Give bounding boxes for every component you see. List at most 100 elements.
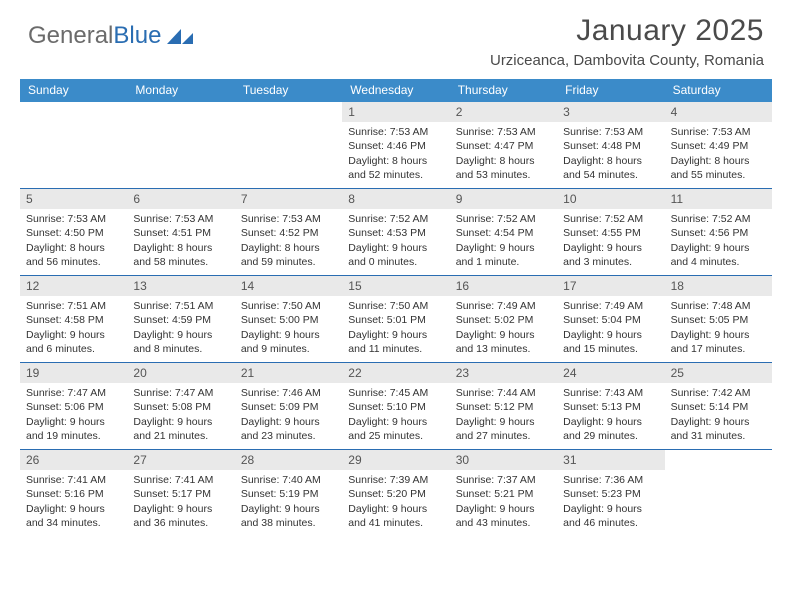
calendar-cell: . — [235, 102, 342, 188]
sunset-line: Sunset: 5:19 PM — [241, 487, 336, 501]
sunset-line: Sunset: 5:05 PM — [671, 313, 766, 327]
day-number: 10 — [557, 189, 664, 209]
weekday-label: Wednesday — [342, 79, 449, 102]
calendar-cell: 18Sunrise: 7:48 AMSunset: 5:05 PMDayligh… — [665, 276, 772, 362]
day-number: 30 — [450, 450, 557, 470]
sunset-line: Sunset: 5:08 PM — [133, 400, 228, 414]
calendar-cell: 10Sunrise: 7:52 AMSunset: 4:55 PMDayligh… — [557, 189, 664, 275]
weekday-label: Monday — [127, 79, 234, 102]
sunrise-line: Sunrise: 7:36 AM — [563, 473, 658, 487]
sunrise-line: Sunrise: 7:45 AM — [348, 386, 443, 400]
calendar-cell: 9Sunrise: 7:52 AMSunset: 4:54 PMDaylight… — [450, 189, 557, 275]
sunset-line: Sunset: 4:56 PM — [671, 226, 766, 240]
daylight-line: Daylight: 9 hours and 3 minutes. — [563, 241, 658, 269]
sunrise-line: Sunrise: 7:53 AM — [348, 125, 443, 139]
sunrise-line: Sunrise: 7:51 AM — [133, 299, 228, 313]
day-number: 14 — [235, 276, 342, 296]
calendar-cell: 20Sunrise: 7:47 AMSunset: 5:08 PMDayligh… — [127, 363, 234, 449]
sunrise-line: Sunrise: 7:47 AM — [26, 386, 121, 400]
calendar-cell: 27 Sunrise: 7:41 AMSunset: 5:17 PMDayligh… — [127, 450, 234, 536]
daylight-line: Daylight: 9 hours and 36 minutes. — [133, 502, 228, 530]
calendar-cell: 23 Sunrise: 7:44 AMSunset: 5:12 PMDayligh… — [450, 363, 557, 449]
sunrise-line: Sunrise: 7:53 AM — [671, 125, 766, 139]
day-number: 27 — [127, 450, 234, 470]
day-number: 8 — [342, 189, 449, 209]
calendar-cell: 2Sunrise: 7:53 AMSunset: 4:47 PMDaylight… — [450, 102, 557, 188]
sunrise-line: Sunrise: 7:44 AM — [456, 386, 551, 400]
day-number: 25 — [665, 363, 772, 383]
sunrise-line: Sunrise: 7:53 AM — [456, 125, 551, 139]
sunrise-line: Sunrise: 7:37 AM — [456, 473, 551, 487]
day-number: 19 — [20, 363, 127, 383]
sunset-line: Sunset: 4:48 PM — [563, 139, 658, 153]
day-number: 11 — [665, 189, 772, 209]
sunset-line: Sunset: 5:09 PM — [241, 400, 336, 414]
sunrise-line: Sunrise: 7:52 AM — [671, 212, 766, 226]
sunrise-line: Sunrise: 7:41 AM — [133, 473, 228, 487]
daylight-line: Daylight: 8 hours and 53 minutes. — [456, 154, 551, 182]
day-number: 7 — [235, 189, 342, 209]
sunrise-line: Sunrise: 7:50 AM — [241, 299, 336, 313]
sunset-line: Sunset: 5:04 PM — [563, 313, 658, 327]
calendar-cell: 6Sunrise: 7:53 AMSunset: 4:51 PMDaylight… — [127, 189, 234, 275]
day-number: 3 — [557, 102, 664, 122]
day-number: 17 — [557, 276, 664, 296]
logo-text-general: General — [28, 22, 113, 50]
daylight-line: Daylight: 9 hours and 27 minutes. — [456, 415, 551, 443]
calendar-cell: . — [665, 450, 772, 536]
day-number: 23 — [450, 363, 557, 383]
sunset-line: Sunset: 5:00 PM — [241, 313, 336, 327]
sunset-line: Sunset: 5:12 PM — [456, 400, 551, 414]
calendar-week: 12Sunrise: 7:51 AMSunset: 4:58 PMDayligh… — [20, 276, 772, 363]
calendar-cell: 13Sunrise: 7:51 AMSunset: 4:59 PMDayligh… — [127, 276, 234, 362]
day-number: 16 — [450, 276, 557, 296]
daylight-line: Daylight: 8 hours and 52 minutes. — [348, 154, 443, 182]
calendar-cell: 22Sunrise: 7:45 AMSunset: 5:10 PMDayligh… — [342, 363, 449, 449]
calendar-cell: 4Sunrise: 7:53 AMSunset: 4:49 PMDaylight… — [665, 102, 772, 188]
sunset-line: Sunset: 4:55 PM — [563, 226, 658, 240]
sunrise-line: Sunrise: 7:53 AM — [563, 125, 658, 139]
calendar-cell: 25Sunrise: 7:42 AMSunset: 5:14 PMDayligh… — [665, 363, 772, 449]
calendar-week: 26Sunrise: 7:41 AMSunset: 5:16 PMDayligh… — [20, 450, 772, 536]
calendar-cell: . — [127, 102, 234, 188]
sunset-line: Sunset: 4:49 PM — [671, 139, 766, 153]
sunset-line: Sunset: 5:01 PM — [348, 313, 443, 327]
sunset-line: Sunset: 5:14 PM — [671, 400, 766, 414]
sunset-line: Sunset: 4:54 PM — [456, 226, 551, 240]
sunrise-line: Sunrise: 7:48 AM — [671, 299, 766, 313]
logo: GeneralBlue — [28, 22, 193, 50]
calendar-cell: 15Sunrise: 7:50 AMSunset: 5:01 PMDayligh… — [342, 276, 449, 362]
weekday-header: Sunday Monday Tuesday Wednesday Thursday… — [20, 79, 772, 102]
day-number: 24 — [557, 363, 664, 383]
calendar-cell: 14 Sunrise: 7:50 AMSunset: 5:00 PMDayligh… — [235, 276, 342, 362]
sunset-line: Sunset: 5:23 PM — [563, 487, 658, 501]
calendar-cell: 29Sunrise: 7:39 AMSunset: 5:20 PMDayligh… — [342, 450, 449, 536]
day-number: 9 — [450, 189, 557, 209]
sunset-line: Sunset: 4:46 PM — [348, 139, 443, 153]
sunset-line: Sunset: 5:20 PM — [348, 487, 443, 501]
sunset-line: Sunset: 4:58 PM — [26, 313, 121, 327]
daylight-line: Daylight: 9 hours and 4 minutes. — [671, 241, 766, 269]
calendar-cell: 28Sunrise: 7:40 AMSunset: 5:19 PMDayligh… — [235, 450, 342, 536]
day-number: 13 — [127, 276, 234, 296]
daylight-line: Daylight: 8 hours and 56 minutes. — [26, 241, 121, 269]
daylight-line: Daylight: 9 hours and 9 minutes. — [241, 328, 336, 356]
daylight-line: Daylight: 9 hours and 31 minutes. — [671, 415, 766, 443]
calendar-week: ...1Sunrise: 7:53 AMSunset: 4:46 PMDayli… — [20, 102, 772, 189]
sunrise-line: Sunrise: 7:46 AM — [241, 386, 336, 400]
daylight-line: Daylight: 8 hours and 58 minutes. — [133, 241, 228, 269]
location-subtitle: Urziceanca, Dambovita County, Romania — [20, 52, 764, 69]
sunset-line: Sunset: 5:10 PM — [348, 400, 443, 414]
calendar-cell: 19Sunrise: 7:47 AMSunset: 5:06 PMDayligh… — [20, 363, 127, 449]
weekday-label: Friday — [557, 79, 664, 102]
day-number: 31 — [557, 450, 664, 470]
daylight-line: Daylight: 9 hours and 38 minutes. — [241, 502, 336, 530]
daylight-line: Daylight: 9 hours and 13 minutes. — [456, 328, 551, 356]
daylight-line: Daylight: 9 hours and 43 minutes. — [456, 502, 551, 530]
calendar-cell: . — [20, 102, 127, 188]
day-number: 4 — [665, 102, 772, 122]
calendar-cell: 30Sunrise: 7:37 AMSunset: 5:21 PMDayligh… — [450, 450, 557, 536]
sunset-line: Sunset: 5:02 PM — [456, 313, 551, 327]
sunset-line: Sunset: 5:17 PM — [133, 487, 228, 501]
sunrise-line: Sunrise: 7:53 AM — [133, 212, 228, 226]
